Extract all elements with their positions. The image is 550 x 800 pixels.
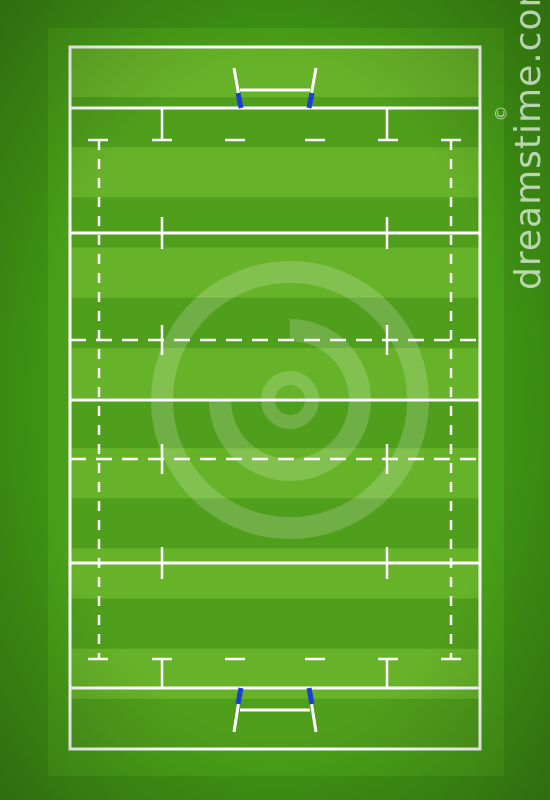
watermark-brand-text: dreamstime.com <box>508 0 549 290</box>
watermark-brand: dreamstime.com <box>508 0 549 290</box>
copyright-icon: © <box>491 105 511 122</box>
